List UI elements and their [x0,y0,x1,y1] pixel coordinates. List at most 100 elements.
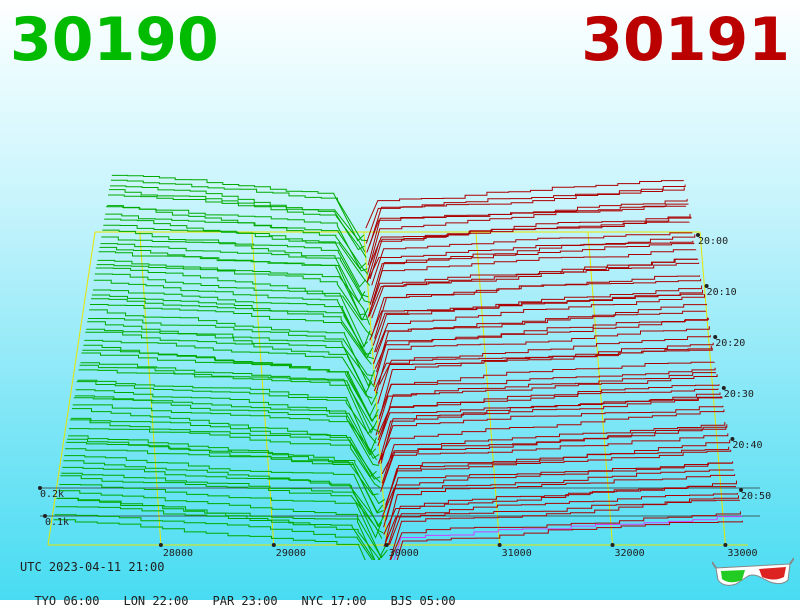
bid-depth-curve [73,397,378,461]
utc-time: UTC 2023-04-11 21:00 [20,560,165,574]
ask-depth-curve [371,232,693,286]
bid-depth-curve [67,438,386,505]
ask-depth-curve [390,511,741,560]
bid-depth-curve [61,472,384,534]
bid-depth-curve [70,417,381,480]
bid-depth-curve [84,339,373,399]
time-tick-dot [721,386,726,390]
ask-depth-curve [378,367,716,420]
ask-depth-curve [383,495,739,547]
ask-depth-curve [367,258,698,318]
x-tick-label: 29000 [276,548,306,559]
ask-depth-curve [378,409,725,463]
time-label: 20:20 [715,338,745,349]
bid-price: 30190 [10,5,219,75]
bid-depth-curve [69,428,381,489]
ask-depth-curve [376,303,707,373]
ask-depth-curve [381,426,727,475]
tz-tyo: TYO 06:00 [34,594,100,608]
ask-depth-curve [369,249,697,311]
ask-depth-curve [380,374,718,437]
ask-price: 30191 [581,5,790,75]
bid-depth-curve [58,490,388,559]
tz-bjs: BJS 05:00 [390,594,456,608]
x-tick-dot [610,543,615,547]
bid-depth-curve [103,224,371,286]
bid-depth-curve [95,267,371,348]
ask-depth-curve [381,422,726,484]
bid-depth-curve [100,243,371,303]
ask-depth-curve [373,317,709,386]
ask-depth-curve [374,278,702,339]
ask-depth-curve [383,486,736,535]
bid-depth-curve [79,364,375,435]
ask-depth-curve [372,293,704,346]
chart-frame-line [47,231,96,546]
ask-depth-curve [374,289,703,353]
bid-depth-curve [93,279,369,349]
ask-depth-curve [382,424,728,487]
bid-depth-curve [68,435,379,496]
x-tick-label: 33000 [727,548,757,559]
bid-depth-curve [53,519,366,560]
volume-label: 0.2k [40,489,64,500]
bid-depth-curve [108,194,367,258]
ask-depth-curve [388,492,738,545]
ask-depth-curve [380,405,724,461]
bid-depth-curve [74,395,380,460]
x-tick-dot [158,543,163,547]
bid-depth-curve [54,514,373,560]
chart-labels: 28000 29000 30000 31000 32000 33000 0.2k 0.1k 20… [38,233,771,559]
time-tick-dot [696,233,700,237]
ask-depth-curve [369,285,703,341]
ask-depth-curve [369,187,685,246]
time-label: 20:30 [724,389,754,400]
bid-depth-curve [59,484,387,558]
bid-depth-curve [77,379,377,454]
ask-depth-curve [375,372,717,436]
x-tick-label: 30000 [389,548,419,559]
ask-depth-curve [366,216,692,282]
ask-depth-curve [387,480,737,545]
bid-depth-curve [109,189,366,253]
time-label: 20:50 [741,491,771,502]
bid-depth-curve [78,369,380,433]
time-label: 20:00 [698,236,728,247]
ask-depth-curve [384,474,736,543]
depth-chart: 28000 29000 30000 31000 32000 33000 0.2k 0.1k 20… [38,174,771,560]
x-tick-label: 28000 [163,548,193,559]
bid-depth-curve [85,331,379,406]
ask-depth-curve [367,203,689,273]
ask-depth-curve [375,326,710,394]
bid-depth-curve [102,229,366,304]
ask-depth-curve [377,347,713,405]
time-tick-dot [704,284,709,288]
ask-depth-curve [380,433,729,492]
bid-depth-curve [71,408,377,478]
bid-depth-curve [105,213,369,275]
ask-depth-curve [381,469,735,518]
bid-depth-curve [82,349,379,423]
bid-depth-curve [60,475,383,539]
tz-lon: LON 22:00 [123,594,189,608]
ask-depth-curve [368,258,699,317]
bid-depth-curve [70,419,381,483]
bid-depth-curve [66,441,384,514]
bid-depth-curve [62,466,381,528]
ask-depth-curve [389,499,740,560]
volume-dot [43,514,47,518]
time-label: 20:40 [732,440,762,451]
ask-depth-curve [374,317,708,369]
ask-depth-curve [378,396,723,465]
bid-depth-curve [80,362,378,435]
ask-depth-curve [379,335,711,385]
ask-depth-curve [375,294,705,353]
ask-depth-curve [385,449,732,505]
tz-par: PAR 23:00 [212,594,278,608]
ask-depth-curve [365,184,686,244]
x-tick-dot [384,543,389,547]
3d-glasses-icon[interactable] [712,558,794,590]
tz-nyc: NYC 17:00 [301,594,367,608]
time-tick-dot [730,437,735,441]
ask-depth-curve [365,180,684,229]
